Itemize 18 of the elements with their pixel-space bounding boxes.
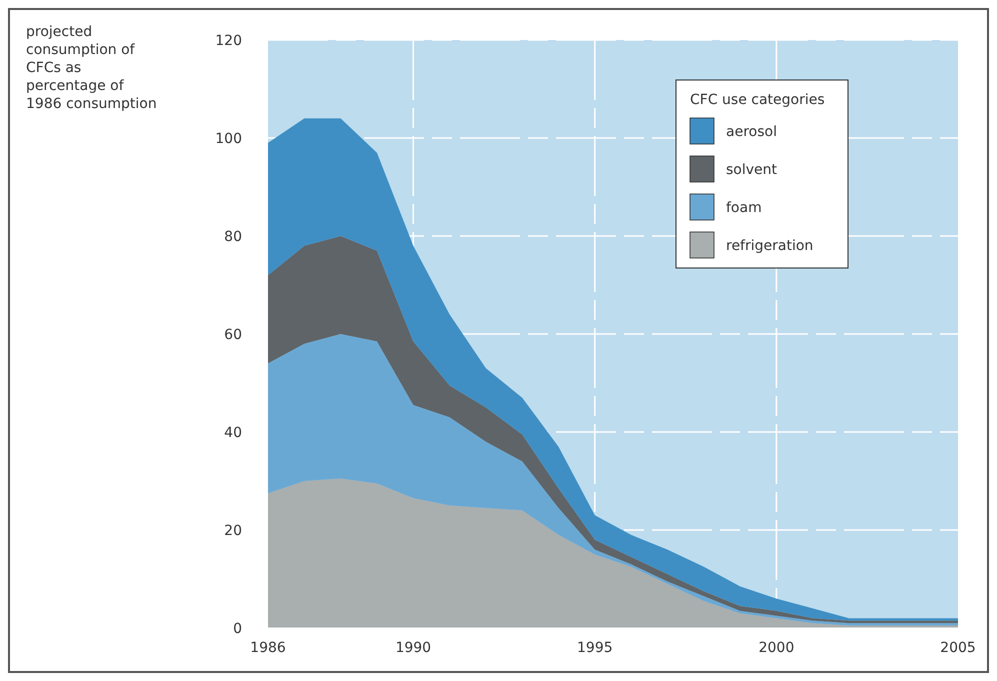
x-tick-label: 2005 <box>940 640 976 656</box>
legend-label: foam <box>726 200 762 216</box>
legend-label: aerosol <box>726 124 777 140</box>
x-tick-label: 1986 <box>250 640 286 656</box>
x-tick-label: 1990 <box>395 640 432 656</box>
y-tick-label: 80 <box>224 228 242 245</box>
y-tick-label: 20 <box>224 522 242 539</box>
legend-label: refrigeration <box>726 238 814 254</box>
y-tick-label: 40 <box>224 424 242 441</box>
legend-title: CFC use categories <box>690 92 825 108</box>
x-tick-label: 1995 <box>577 640 613 656</box>
y-tick-label: 0 <box>233 620 242 637</box>
y-tick-label: 120 <box>215 32 242 49</box>
legend-label: solvent <box>726 162 778 178</box>
y-tick-label: 60 <box>224 326 242 343</box>
y-tick-label: 100 <box>215 130 242 147</box>
y-axis-title: projected consumption of CFCs as percentage of 1986 consumption <box>26 24 157 112</box>
x-tick-label: 2000 <box>758 640 794 656</box>
